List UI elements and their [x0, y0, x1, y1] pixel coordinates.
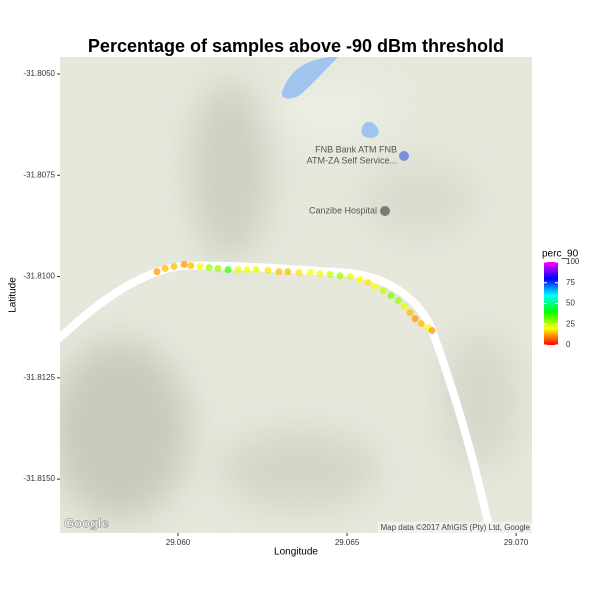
point [295, 269, 303, 277]
point [275, 268, 283, 276]
point [224, 266, 232, 274]
y-tick-label: -31.8100 [23, 272, 55, 281]
point [400, 303, 408, 311]
point [394, 296, 402, 304]
legend-title: perc_90 [542, 249, 579, 260]
point [364, 279, 372, 287]
point [411, 315, 419, 323]
colorbar-tick-label: 50 [566, 299, 575, 308]
colorbar-tick-label: 0 [566, 340, 571, 349]
map-label: Canzibe Hospital [309, 205, 377, 215]
colorbar [544, 262, 558, 345]
lake [361, 121, 379, 138]
point [234, 266, 242, 274]
point [180, 260, 188, 268]
point [406, 309, 414, 317]
y-axis-label: Latitude [8, 277, 19, 313]
x-tick-label: 29.065 [335, 538, 360, 547]
point [153, 268, 161, 276]
point [346, 273, 354, 281]
point [417, 320, 425, 328]
hospital-icon [380, 206, 390, 216]
point [187, 262, 195, 270]
y-tick-label: -31.8150 [23, 474, 55, 483]
point [428, 326, 436, 334]
point [284, 268, 292, 276]
point [243, 266, 251, 274]
y-tick-label: -31.8050 [23, 69, 55, 78]
point [316, 270, 324, 278]
colorbar-tick-label: 100 [566, 257, 580, 266]
point [379, 287, 387, 295]
attribution: Map data ©2017 AfriGIS (Pty) Ltd, Google [380, 523, 530, 532]
road [60, 261, 495, 533]
x-axis-label: Longitude [274, 547, 318, 558]
chart-title: Percentage of samples above -90 dBm thre… [88, 36, 504, 56]
map-label: ATM-ZA Self Service... [307, 155, 397, 165]
point [336, 272, 344, 280]
x-tick-label: 29.070 [504, 538, 529, 547]
atm-icon [399, 151, 409, 161]
colorbar-tick-label: 25 [566, 319, 575, 328]
attribution-bg [378, 522, 532, 533]
point [264, 266, 272, 274]
map: FNB Bank ATM FNB ATM-ZA Self Service... … [60, 57, 532, 533]
point [326, 271, 334, 279]
logo: Google [64, 515, 109, 530]
point [170, 262, 178, 270]
point [196, 262, 204, 270]
y-tick-label: -31.8075 [23, 170, 55, 179]
point [252, 266, 260, 274]
lake [281, 57, 338, 99]
point [371, 283, 379, 291]
x-tick-label: 29.060 [166, 538, 191, 547]
map-label: FNB Bank ATM FNB [315, 144, 397, 154]
point [205, 264, 213, 272]
y-tick-label: -31.8125 [23, 373, 55, 382]
colorbar-tick-label: 75 [566, 278, 575, 287]
point [161, 264, 169, 272]
point [387, 292, 395, 300]
point [356, 275, 364, 283]
terrain [60, 80, 520, 520]
point [306, 269, 314, 277]
point [214, 264, 222, 272]
